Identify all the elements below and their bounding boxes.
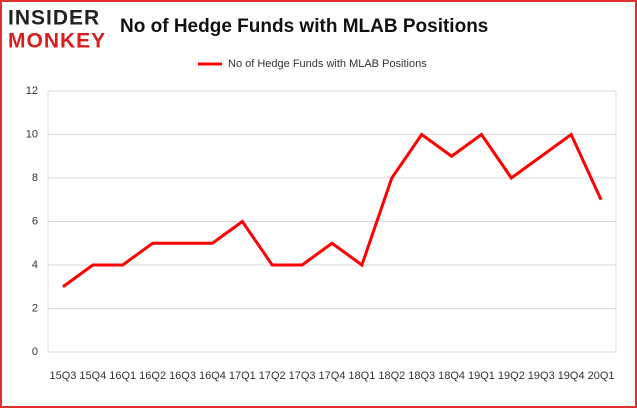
x-tick-label: 17Q1 [229, 370, 256, 382]
y-tick-label: 0 [32, 346, 38, 358]
logo-bottom: MONKEY [8, 30, 106, 53]
y-tick-label: 12 [26, 85, 38, 97]
x-tick-label: 18Q3 [408, 370, 435, 382]
x-tick-label: 18Q4 [438, 370, 465, 382]
y-tick-label: 8 [32, 172, 38, 184]
y-tick-label: 2 [32, 302, 38, 314]
y-tick-label: 6 [32, 215, 38, 227]
x-tick-label: 15Q4 [79, 370, 106, 382]
x-tick-label: 19Q2 [498, 370, 525, 382]
x-tick-label: 17Q3 [289, 370, 316, 382]
x-tick-label: 18Q1 [348, 370, 375, 382]
x-tick-label: 16Q3 [169, 370, 196, 382]
x-tick-label: 17Q2 [259, 370, 286, 382]
x-tick-label: 17Q4 [319, 370, 346, 382]
x-tick-label: 16Q4 [199, 370, 226, 382]
x-tick-label: 19Q3 [528, 370, 555, 382]
y-tick-label: 10 [26, 128, 38, 140]
x-tick-label: 19Q1 [468, 370, 495, 382]
y-tick-label: 4 [32, 259, 38, 271]
x-tick-label: 16Q2 [139, 370, 166, 382]
x-tick-label: 20Q1 [588, 370, 615, 382]
x-tick-label: 15Q3 [49, 370, 76, 382]
x-tick-label: 18Q2 [378, 370, 405, 382]
data-line [62, 132, 603, 288]
logo-top: INSIDER [8, 7, 100, 30]
x-tick-label: 16Q1 [109, 370, 136, 382]
x-tick-label: 19Q4 [558, 370, 585, 382]
chart-title: No of Hedge Funds with MLAB Positions [120, 16, 488, 37]
legend-label: No of Hedge Funds with MLAB Positions [228, 58, 427, 70]
